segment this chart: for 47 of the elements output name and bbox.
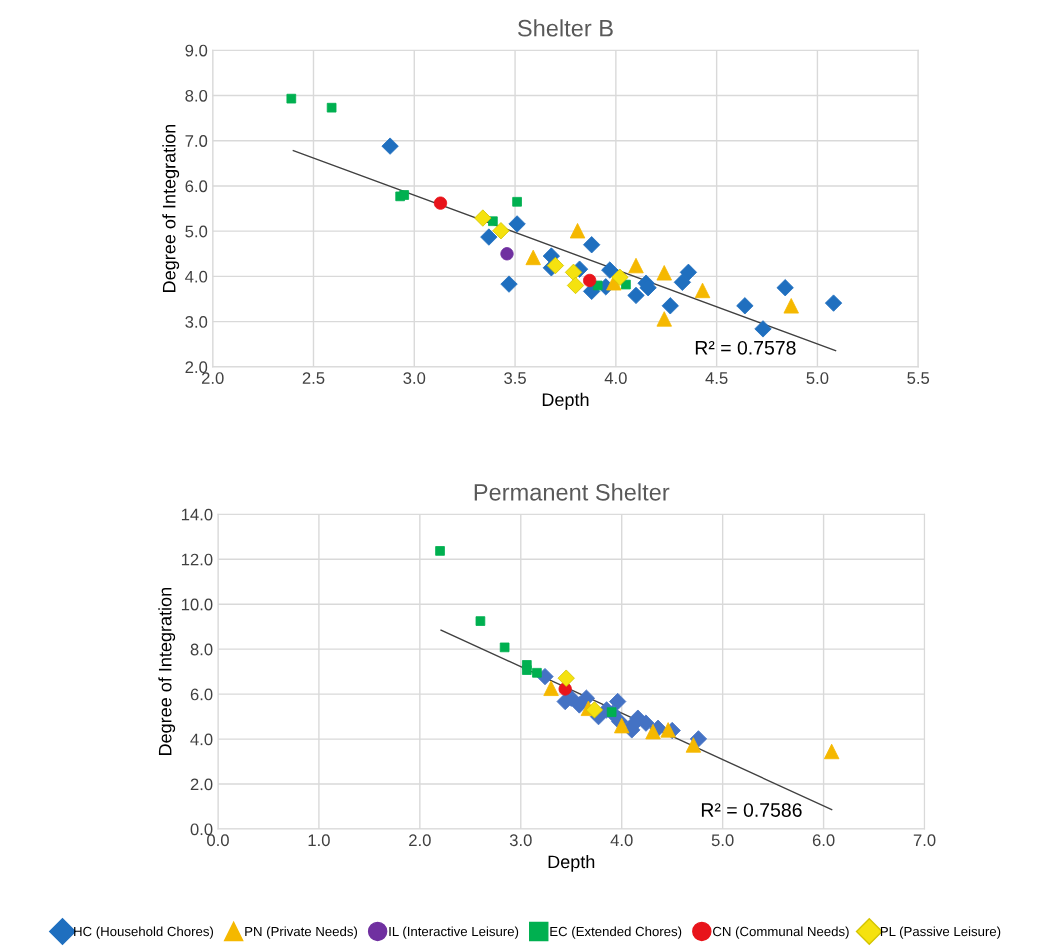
y-axis-title: Degree of Integration	[162, 124, 180, 292]
x-tick-label: 2.0	[409, 834, 431, 847]
legend-label: PN (Private Needs)	[245, 926, 358, 939]
x-axis-title: Depth	[548, 854, 595, 872]
y-tick-label: 0.0	[190, 823, 213, 836]
x-tick-label: 2.5	[302, 372, 325, 384]
y-tick-label: 4.0	[185, 270, 208, 283]
chart-title: Permanent Shelter	[474, 483, 670, 501]
y-tick-label: 12.0	[181, 553, 213, 566]
x-tick-label: 1.0	[308, 834, 330, 847]
y-tick-label: 3.0	[185, 316, 208, 328]
x-tick-label: 3.0	[509, 834, 532, 847]
x-tick-label: 5.0	[806, 372, 829, 384]
legend-label: EC (Extended Chores)	[550, 926, 682, 939]
y-tick-label: 2.0	[190, 778, 213, 791]
x-tick-label: 4.0	[604, 372, 627, 384]
y-tick-label: 6.0	[185, 180, 208, 193]
legend-label: HC (Household Chores)	[74, 926, 214, 939]
x-tick-label: 6.0	[812, 834, 835, 847]
point	[566, 276, 585, 295]
x-tick-label: 5.0	[711, 834, 734, 847]
x-tick-label: 5.5	[907, 372, 930, 384]
x-tick-label: 0.0	[207, 834, 229, 847]
x-tick-label: 3.5	[504, 372, 526, 384]
x-tick-label: 4.5	[705, 372, 728, 384]
y-tick-label: 10.0	[181, 598, 213, 611]
y-tick-label: 14.0	[181, 508, 213, 521]
x-tick-label: 4.0	[610, 834, 633, 847]
y-tick-label: 4.0	[190, 733, 213, 746]
annotation: R² = 0.7578	[695, 340, 796, 355]
y-tick-label: 7.0	[185, 135, 208, 147]
y-axis-title: Degree of Integration	[158, 588, 176, 755]
legend-label: PL (Passive Leisure)	[880, 926, 1001, 939]
x-tick-label: 7.0	[913, 834, 936, 847]
x-tick-label: 2.0	[201, 372, 224, 384]
y-tick-label: 5.0	[185, 225, 208, 238]
annotation: R² = 0.7586	[701, 803, 802, 817]
y-tick-label: 6.0	[190, 688, 213, 701]
y-tick-label: 8.0	[185, 89, 208, 102]
legend-label: IL (Interactive Leisure)	[389, 926, 519, 939]
y-tick-label: 9.0	[185, 44, 208, 57]
chart-title: Shelter B	[517, 19, 613, 37]
point	[546, 256, 565, 275]
legend-label: CN (Communal Needs)	[713, 926, 849, 939]
x-tick-label: 3.0	[403, 372, 426, 384]
y-tick-label: 8.0	[190, 643, 213, 656]
x-axis-title: Depth	[542, 392, 589, 410]
